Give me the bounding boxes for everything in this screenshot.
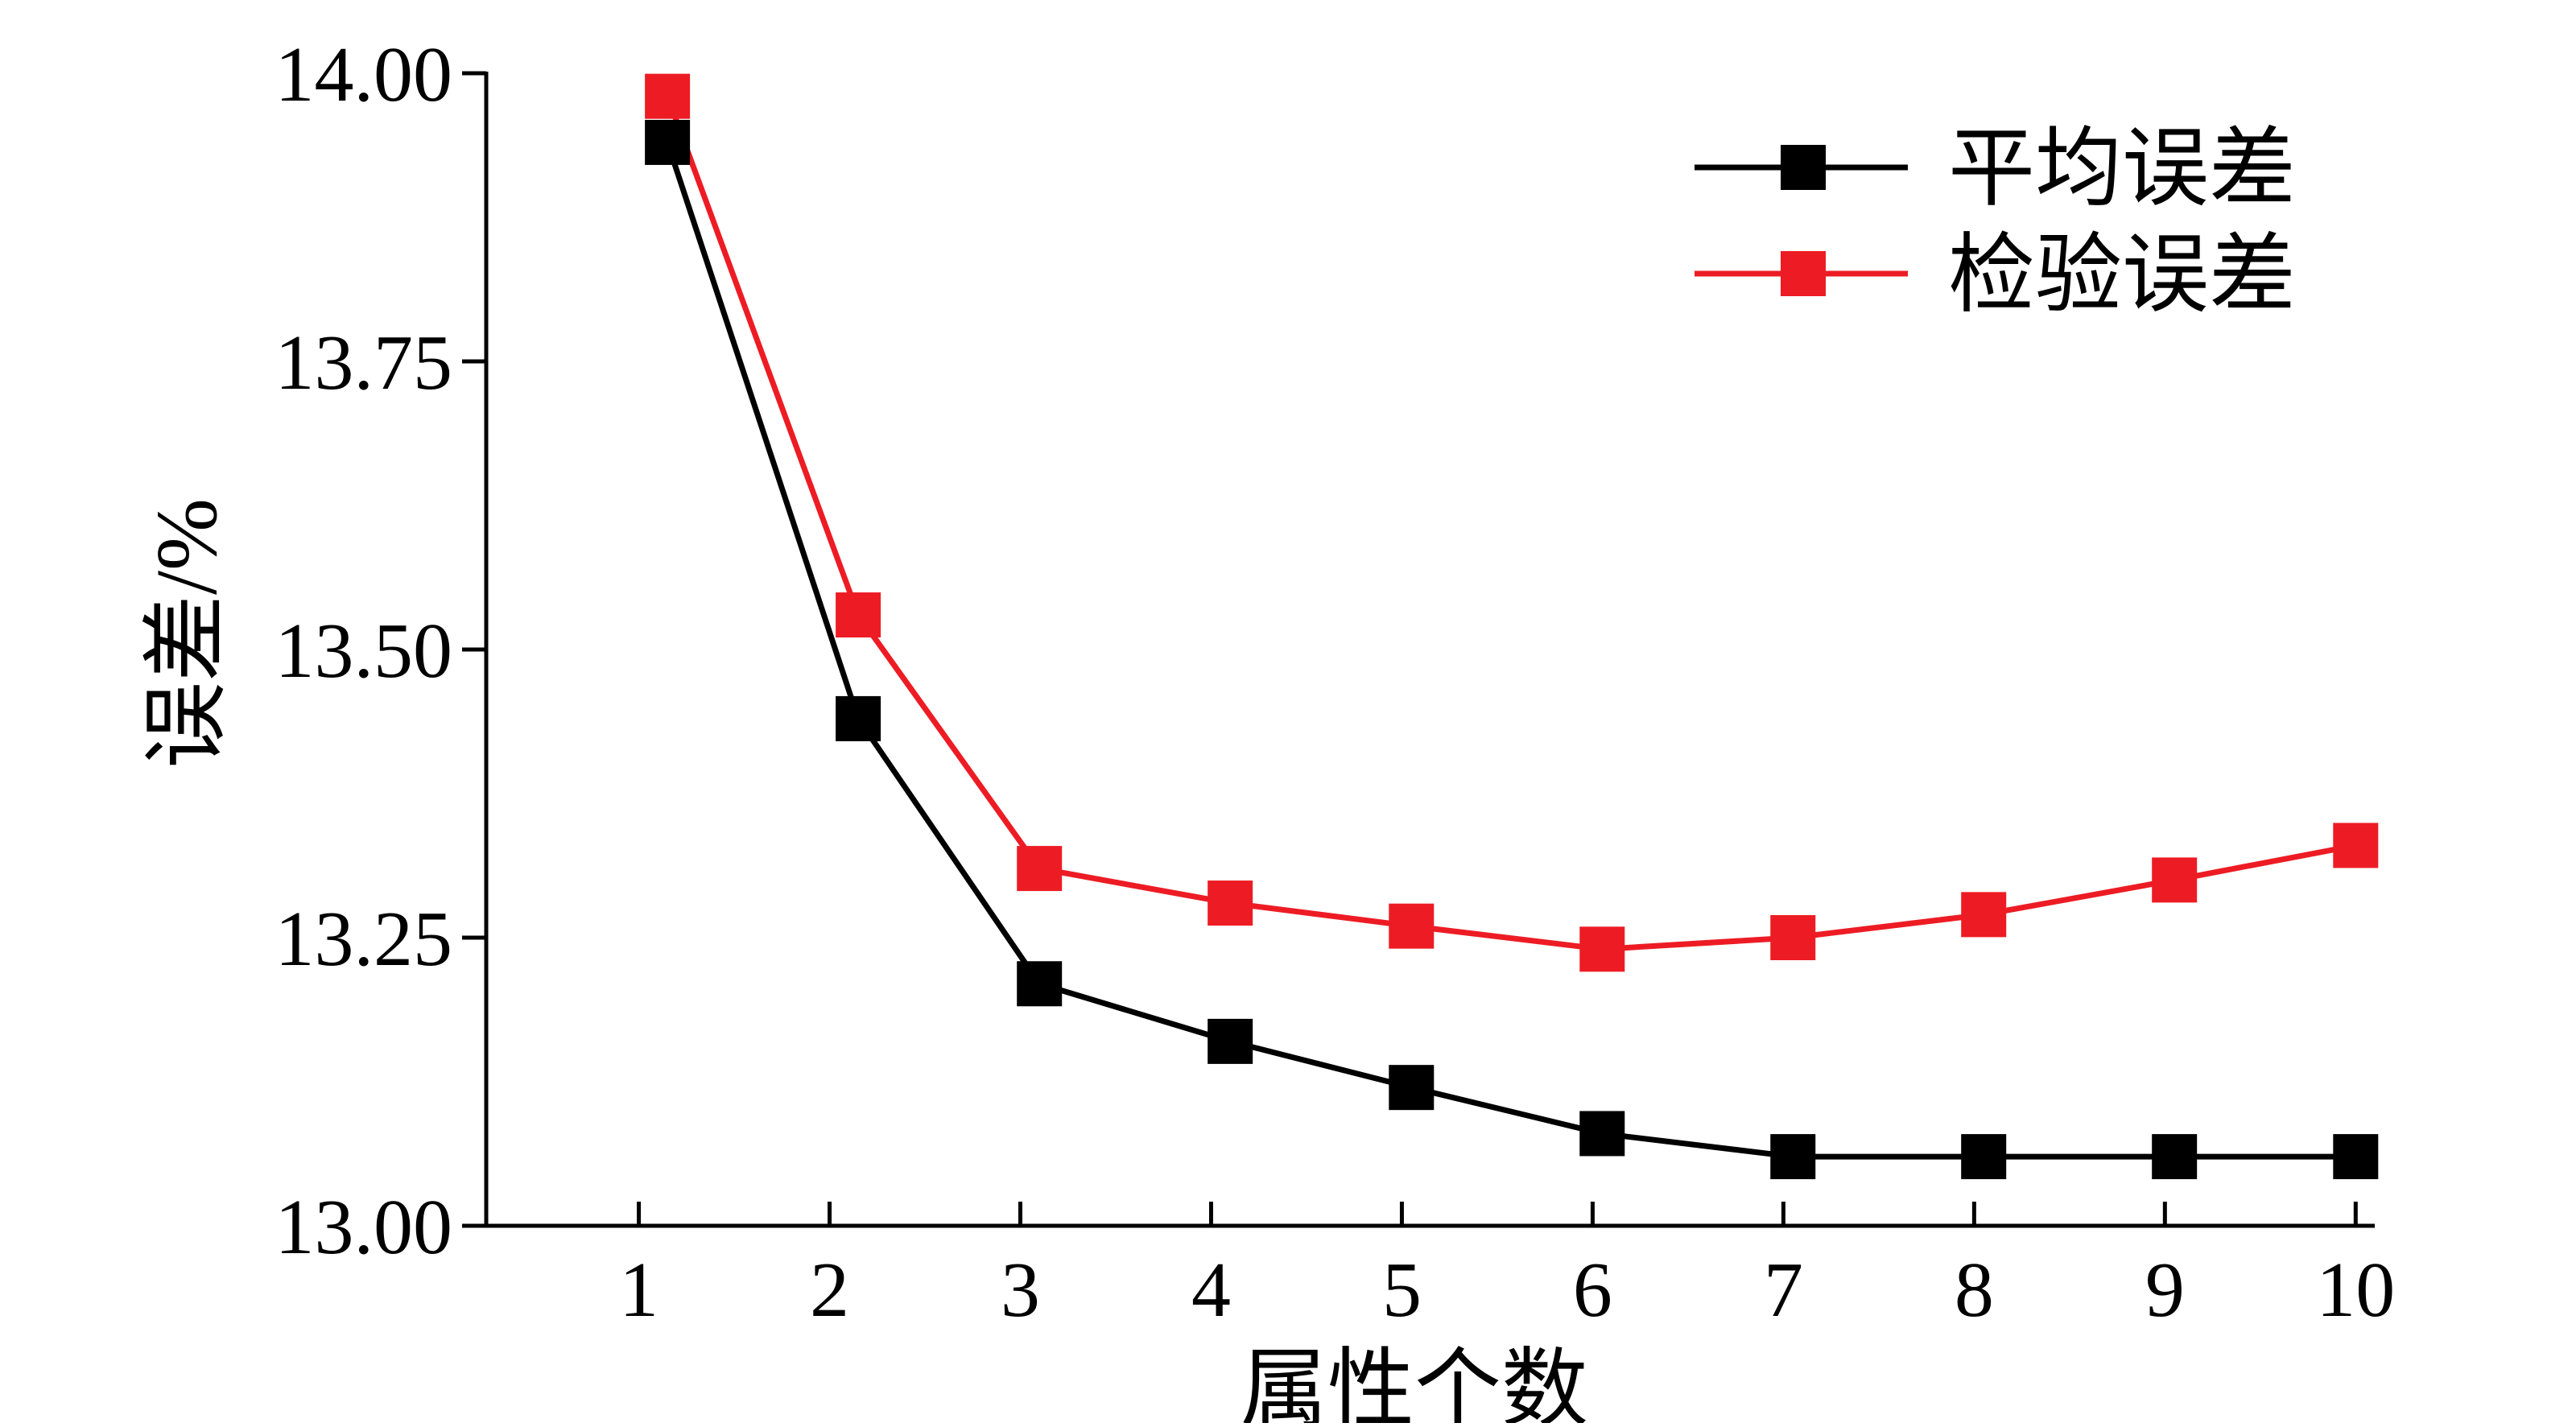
x-tick-label: 3	[1001, 1247, 1040, 1334]
series-line	[664, 95, 2356, 952]
data-point-marker	[836, 592, 881, 638]
data-point-marker	[1579, 1111, 1625, 1157]
y-axis-ticks: 13.00 13.25 13.50 13.75 14.00	[275, 31, 486, 1271]
legend-item: 平均误差	[1695, 122, 2296, 217]
data-point-marker	[1017, 961, 1063, 1007]
y-tick-label: 13.25	[275, 896, 453, 983]
y-tick-label: 13.50	[275, 608, 453, 695]
y-tick-label: 13.00	[275, 1184, 453, 1271]
legend-marker	[1781, 251, 1826, 296]
data-point-marker	[1770, 1134, 1816, 1180]
legend-label: 平均误差	[1948, 122, 2296, 217]
y-tick-label: 14.00	[275, 31, 453, 118]
data-point-marker	[1389, 1065, 1435, 1111]
data-point-marker	[1961, 1134, 2007, 1180]
x-tick-label: 10	[2316, 1247, 2395, 1334]
series-layer	[645, 73, 2379, 1180]
x-tick-label: 2	[810, 1247, 849, 1334]
data-point-marker	[836, 695, 881, 741]
data-point-marker	[2333, 1134, 2379, 1180]
data-point-marker	[1770, 915, 1816, 960]
data-point-marker	[2333, 823, 2379, 868]
x-axis-ticks: 1 2 3 4 5 6 7 8 9 10	[619, 1202, 2395, 1334]
data-point-marker	[1579, 926, 1625, 972]
data-point-marker	[2152, 857, 2198, 903]
x-tick-label: 9	[2145, 1247, 2185, 1334]
data-point-marker	[1017, 846, 1063, 892]
legend-label: 检验误差	[1948, 228, 2296, 324]
x-tick-label: 5	[1382, 1247, 1422, 1334]
data-point-marker	[645, 73, 691, 119]
legend-marker	[1781, 145, 1826, 190]
series-line	[664, 141, 2356, 1160]
series-black	[645, 119, 2379, 1180]
data-point-marker	[2152, 1134, 2198, 1180]
x-axis-title: 属性个数	[1241, 1342, 1588, 1423]
data-point-marker	[1208, 881, 1253, 926]
x-tick-label: 8	[1955, 1247, 1994, 1334]
x-tick-label: 4	[1191, 1247, 1231, 1334]
data-point-marker	[645, 119, 691, 165]
data-point-marker	[1389, 903, 1435, 949]
data-point-marker	[1961, 892, 2007, 938]
data-point-marker	[1208, 1018, 1253, 1064]
series-red	[645, 73, 2379, 972]
x-tick-label: 6	[1573, 1247, 1612, 1334]
x-tick-label: 1	[619, 1247, 658, 1334]
x-tick-label: 7	[1764, 1247, 1803, 1334]
legend-item: 检验误差	[1695, 228, 2296, 324]
y-tick-label: 13.75	[275, 320, 453, 406]
y-axis-title: 误差/%	[139, 498, 235, 769]
